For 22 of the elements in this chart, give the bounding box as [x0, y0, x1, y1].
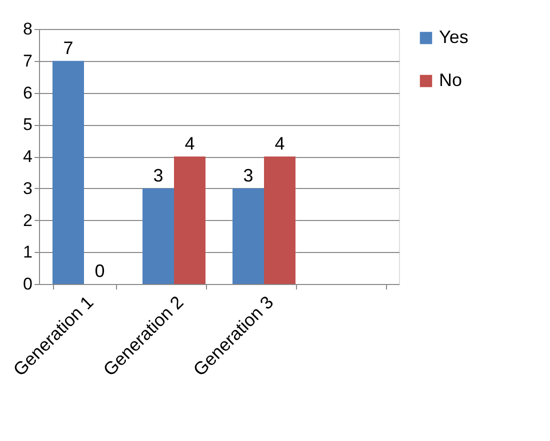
y-tick-label: 3 [23, 178, 32, 198]
y-tick-label: 4 [23, 147, 32, 166]
y-tick-label: 6 [23, 83, 32, 102]
data-label: 4 [274, 134, 285, 154]
bar [174, 156, 206, 284]
y-tick-label: 0 [23, 274, 32, 294]
data-label: 0 [94, 261, 105, 281]
bar [142, 188, 174, 284]
data-label: 7 [63, 38, 74, 58]
bar [264, 156, 296, 284]
bar [52, 60, 84, 284]
y-tick-label: 1 [23, 242, 32, 262]
y-tick-label: 7 [23, 51, 32, 70]
y-tick-label: 2 [23, 210, 32, 230]
data-label: 3 [243, 165, 254, 186]
data-label: 4 [184, 134, 195, 154]
legend-label: No [439, 70, 462, 90]
legend-label: Yes [439, 27, 468, 47]
data-label: 3 [153, 165, 164, 186]
y-tick-label: 5 [23, 115, 32, 134]
y-tick-label: 8 [23, 20, 32, 38]
bar [232, 188, 264, 284]
